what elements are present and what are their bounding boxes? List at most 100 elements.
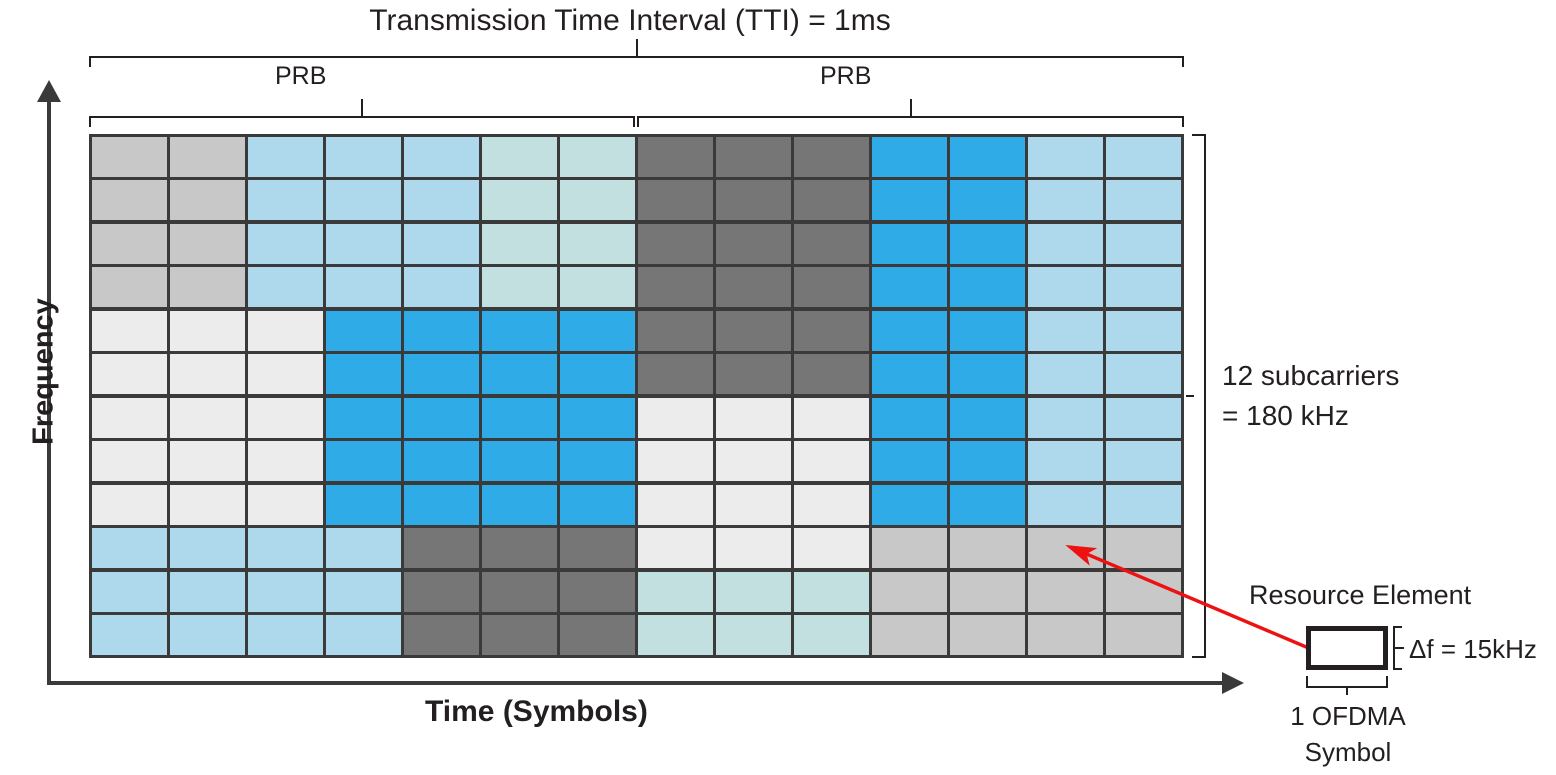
resource-element-cell	[949, 353, 1026, 396]
resource-element-cell	[247, 353, 324, 396]
resource-element-cell	[715, 614, 792, 656]
resource-element-cell	[715, 309, 792, 352]
resource-element-cell	[481, 440, 558, 483]
resource-element-cell	[637, 136, 714, 178]
resource-element-cell	[793, 570, 870, 613]
resource-element-cell	[715, 396, 792, 439]
resource-element-cell	[169, 179, 246, 222]
resource-element-cell	[481, 570, 558, 613]
resource-element-cell	[91, 266, 168, 309]
resource-element-cell	[403, 353, 480, 396]
resource-element-cell	[871, 309, 948, 352]
prb-label-right: PRB	[820, 62, 872, 90]
tti-brace	[89, 39, 1184, 68]
resource-element-cell	[403, 396, 480, 439]
resource-element-cell	[949, 179, 1026, 222]
resource-element-cell	[871, 527, 948, 570]
subcarrier-label-line2: = 180 kHz	[1222, 400, 1349, 431]
resource-element-cell	[559, 309, 636, 352]
resource-element-cell	[481, 614, 558, 656]
resource-element-cell	[559, 266, 636, 309]
resource-element-cell	[715, 440, 792, 483]
tti-title: Transmission Time Interval (TTI) = 1ms	[369, 4, 891, 37]
resource-element-cell	[1105, 614, 1182, 656]
resource-element-cell	[1105, 136, 1182, 178]
resource-element-cell	[637, 309, 714, 352]
resource-element-cell	[949, 570, 1026, 613]
resource-element-cell	[793, 309, 870, 352]
resource-element-cell	[325, 309, 402, 352]
resource-element-cell	[169, 527, 246, 570]
resource-element-cell	[637, 440, 714, 483]
resource-element-cell	[715, 179, 792, 222]
resource-element-cell	[91, 179, 168, 222]
resource-element-cell	[1027, 266, 1104, 309]
resource-element-cell	[793, 440, 870, 483]
resource-element-cell	[1027, 440, 1104, 483]
resource-element-cell	[949, 136, 1026, 178]
resource-element-pointer-arrow-icon	[1065, 545, 1319, 654]
resource-element-cell	[637, 179, 714, 222]
resource-element-cell	[325, 353, 402, 396]
resource-element-cell	[247, 570, 324, 613]
resource-element-cell	[793, 483, 870, 526]
resource-element-cell	[91, 222, 168, 265]
resource-element-cell	[1027, 570, 1104, 613]
resource-element-cell	[169, 136, 246, 178]
resource-element-cell	[1027, 353, 1104, 396]
resource-element-cell	[247, 179, 324, 222]
resource-element-cell	[247, 614, 324, 656]
time-axis-arrow-icon	[1222, 672, 1244, 694]
resource-element-cell	[403, 614, 480, 656]
resource-element-cell	[169, 396, 246, 439]
frequency-axis-label: Frequency	[27, 298, 60, 445]
resource-element-cell	[91, 353, 168, 396]
resource-element-cell	[247, 483, 324, 526]
resource-element-cell	[637, 527, 714, 570]
resource-element-cell	[403, 136, 480, 178]
delta-f-brace	[1393, 626, 1404, 670]
resource-element-cell	[325, 483, 402, 526]
resource-element-cell	[1105, 309, 1182, 352]
resource-element-cell	[715, 570, 792, 613]
resource-grid	[89, 134, 1184, 658]
resource-element-cell	[169, 222, 246, 265]
resource-element-cell	[559, 483, 636, 526]
resource-element-cell	[169, 309, 246, 352]
resource-element-cell	[1027, 179, 1104, 222]
ofdma-symbol-label-line1: 1 OFDMA	[1290, 701, 1406, 731]
resource-element-cell	[559, 440, 636, 483]
prb-brace-right	[637, 99, 1184, 128]
resource-element-cell	[247, 396, 324, 439]
prb-label-left: PRB	[275, 62, 327, 90]
resource-element-cell	[559, 179, 636, 222]
resource-element-cell	[559, 353, 636, 396]
resource-element-cell	[403, 570, 480, 613]
resource-element-cell	[403, 266, 480, 309]
resource-element-cell	[481, 353, 558, 396]
resource-element-cell	[715, 527, 792, 570]
resource-element-cell	[91, 527, 168, 570]
resource-element-cell	[325, 136, 402, 178]
resource-element-cell	[169, 614, 246, 656]
resource-element-cell	[247, 222, 324, 265]
resource-element-cell	[169, 570, 246, 613]
resource-element-cell	[1027, 614, 1104, 656]
resource-element-cell	[793, 179, 870, 222]
resource-element-cell	[871, 614, 948, 656]
resource-element-cell	[481, 179, 558, 222]
resource-element-cell	[1027, 309, 1104, 352]
resource-element-cell	[1027, 222, 1104, 265]
resource-element-cell	[1105, 396, 1182, 439]
resource-element-cell	[247, 136, 324, 178]
resource-element-cell	[793, 614, 870, 656]
resource-element-cell	[169, 353, 246, 396]
resource-element-cell	[1027, 396, 1104, 439]
resource-element-cell	[91, 309, 168, 352]
resource-element-cell	[1105, 266, 1182, 309]
resource-element-cell	[637, 614, 714, 656]
resource-element-cell	[91, 396, 168, 439]
ofdma-symbol-brace	[1306, 676, 1388, 695]
resource-element-cell	[325, 527, 402, 570]
resource-element-cell	[247, 440, 324, 483]
